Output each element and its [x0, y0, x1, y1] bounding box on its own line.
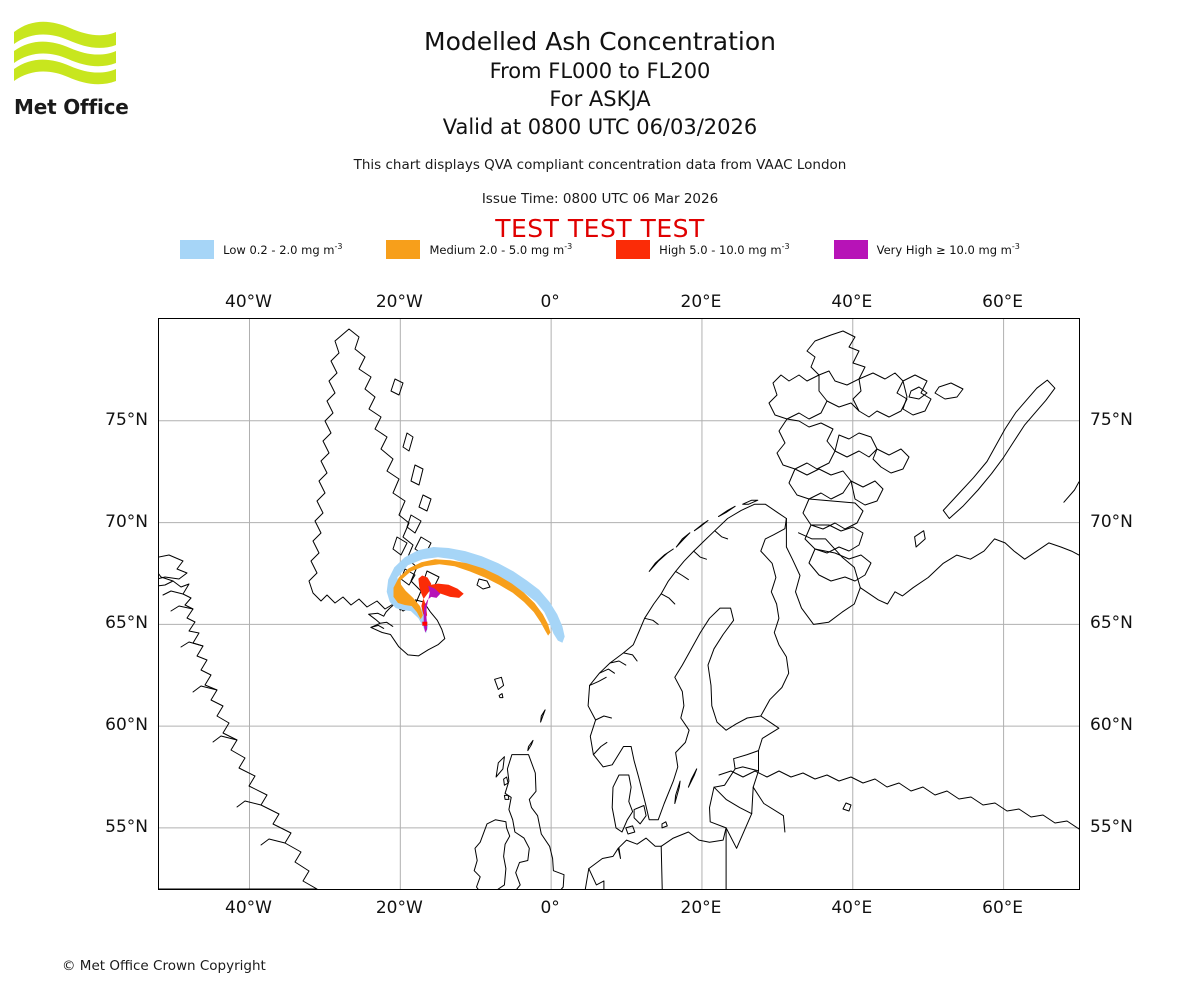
europe-outline	[584, 715, 786, 889]
plume-band-high-east	[429, 583, 464, 598]
legend-item-medium: Medium 2.0 - 5.0 mg m-3	[386, 240, 572, 259]
met-office-logo-text: Met Office	[14, 95, 129, 119]
lat-tick-right-60°N: 60°N	[1090, 715, 1133, 736]
ash-plume	[386, 547, 565, 643]
title-volcano: For ASKJA	[549, 87, 651, 111]
russia-outline	[785, 379, 1079, 625]
lon-tick-top-40°E: 40°E	[831, 292, 873, 312]
lon-tick-bottom-40°E: 40°E	[831, 898, 873, 918]
title-valid-time: Valid at 0800 UTC 06/03/2026	[442, 115, 758, 139]
british-isles-outline	[473, 754, 565, 889]
legend-label-medium: Medium 2.0 - 5.0 mg m-3	[429, 242, 573, 257]
lon-tick-top-60°E: 60°E	[982, 292, 1024, 312]
title-flight-levels: From FL000 to FL200	[489, 59, 711, 83]
page-title: Modelled Ash Concentration	[424, 27, 776, 56]
lat-tick-left-65°N: 65°N	[105, 613, 148, 634]
lat-tick-right-70°N: 70°N	[1090, 511, 1133, 532]
legend-swatch-high	[616, 240, 651, 259]
chart-disclaimer: This chart displays QVA compliant concen…	[353, 157, 847, 173]
issue-time-text: Issue Time: 0800 UTC 06 Mar 2026	[481, 191, 719, 207]
concentration-legend: Low 0.2 - 2.0 mg m-3 Medium 2.0 - 5.0 mg…	[0, 240, 1200, 259]
test-banner: TEST TEST TEST	[495, 214, 705, 243]
plume-band-medium	[393, 559, 551, 636]
lon-tick-bottom-60°E: 60°E	[982, 898, 1024, 918]
lon-tick-bottom-20°W: 20°W	[375, 898, 423, 918]
lon-tick-bottom-0°: 0°	[540, 898, 560, 918]
lat-tick-left-55°N: 55°N	[105, 816, 148, 837]
legend-item-high: High 5.0 - 10.0 mg m-3	[616, 240, 790, 259]
copyright-notice: © Met Office Crown Copyright	[62, 958, 266, 974]
legend-swatch-medium	[386, 240, 421, 259]
lat-tick-left-70°N: 70°N	[105, 511, 148, 532]
plume-band-low	[386, 547, 565, 643]
legend-label-low: Low 0.2 - 2.0 mg m-3	[223, 242, 343, 257]
lon-tick-top-20°W: 20°W	[375, 292, 423, 312]
legend-item-very-high: Very High ≥ 10.0 mg m-3	[833, 240, 1020, 259]
lat-tick-right-75°N: 75°N	[1090, 409, 1133, 430]
legend-swatch-very-high	[833, 240, 868, 259]
plume-band-very-high	[423, 585, 441, 633]
plume-band-high-west	[418, 575, 432, 619]
lon-tick-top-0°: 0°	[540, 292, 560, 312]
lat-tick-left-75°N: 75°N	[105, 409, 148, 430]
legend-label-high: High 5.0 - 10.0 mg m-3	[659, 242, 790, 257]
lon-tick-top-20°E: 20°E	[680, 292, 722, 312]
lat-tick-left-60°N: 60°N	[105, 715, 148, 736]
lon-tick-bottom-40°W: 40°W	[225, 898, 272, 918]
lat-tick-right-65°N: 65°N	[1090, 613, 1133, 634]
legend-label-very-high: Very High ≥ 10.0 mg m-3	[876, 242, 1020, 257]
met-office-logo: Met Office	[12, 18, 142, 119]
volcano-marker	[422, 621, 428, 626]
chart-title-block: Modelled Ash Concentration From FL000 to…	[0, 26, 1200, 141]
ash-concentration-map	[158, 318, 1080, 890]
legend-item-low: Low 0.2 - 2.0 mg m-3	[180, 240, 342, 259]
legend-swatch-low	[180, 240, 215, 259]
map-gridlines	[159, 319, 1079, 889]
scandinavia-outline	[494, 499, 790, 835]
lat-tick-right-55°N: 55°N	[1090, 816, 1133, 837]
map-coastlines	[159, 328, 1079, 889]
lon-tick-top-40°W: 40°W	[225, 292, 272, 312]
met-office-waves-logo	[14, 21, 116, 85]
iceland-outline	[368, 599, 446, 657]
lon-tick-bottom-20°E: 20°E	[680, 898, 722, 918]
map-canvas	[159, 319, 1079, 889]
